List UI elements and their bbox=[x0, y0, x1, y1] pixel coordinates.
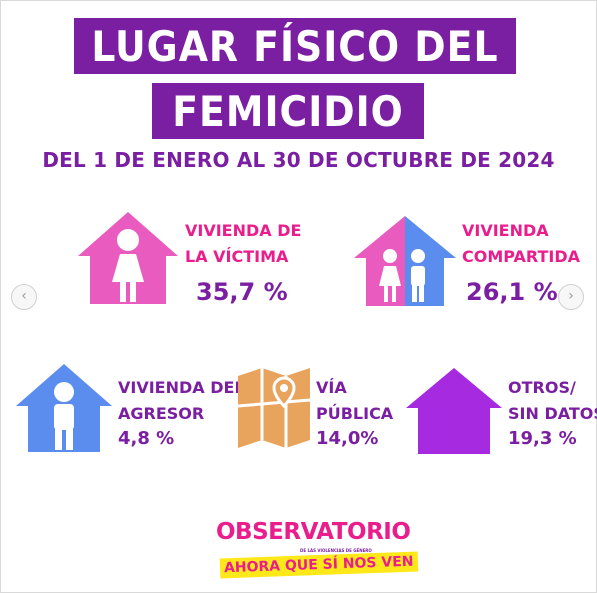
observatorio-logo: OBSERVATORIO DE LAS VIOLENCIAS DE GÉNERO… bbox=[216, 519, 418, 583]
logo-title: OBSERVATORIO bbox=[216, 519, 411, 545]
label-vivienda-victima: VIVIENDA DE LA VÍCTIMA bbox=[185, 221, 302, 266]
title-line-1: LUGAR FÍSICO DEL bbox=[74, 18, 516, 74]
pink-blue-house-couple-icon bbox=[354, 216, 456, 306]
map-pin-icon bbox=[237, 368, 311, 448]
purple-house-icon bbox=[406, 368, 502, 454]
percent-vivienda-victima: 35,7 % bbox=[196, 278, 288, 306]
percent-vivienda-agresor: 4,8 % bbox=[118, 428, 175, 449]
carousel-prev-button[interactable]: ‹ bbox=[11, 284, 37, 310]
subtitle-date-range: DEL 1 DE ENERO AL 30 DE OCTUBRE DE 2024 bbox=[42, 148, 555, 172]
pink-house-woman-icon bbox=[78, 212, 178, 304]
label-vivienda-agresor: VIVIENDA DEL AGRESOR bbox=[118, 378, 245, 423]
logo-subtitle: DE LAS VIOLENCIAS DE GÉNERO bbox=[300, 548, 372, 553]
percent-otros-sin-datos: 19,3 % bbox=[508, 428, 577, 449]
label-vivienda-compartida: VIVIENDA COMPARTIDA bbox=[462, 221, 581, 266]
title-line-2: FEMICIDIO bbox=[152, 83, 424, 139]
label-otros-sin-datos: OTROS/ SIN DATOS bbox=[508, 378, 597, 423]
percent-vivienda-compartida: 26,1 % bbox=[466, 278, 558, 306]
blue-house-man-icon bbox=[16, 364, 112, 452]
label-via-publica: VÍA PÚBLICA bbox=[316, 378, 394, 423]
carousel-next-button[interactable]: › bbox=[558, 284, 584, 310]
percent-via-publica: 14,0% bbox=[316, 428, 379, 449]
